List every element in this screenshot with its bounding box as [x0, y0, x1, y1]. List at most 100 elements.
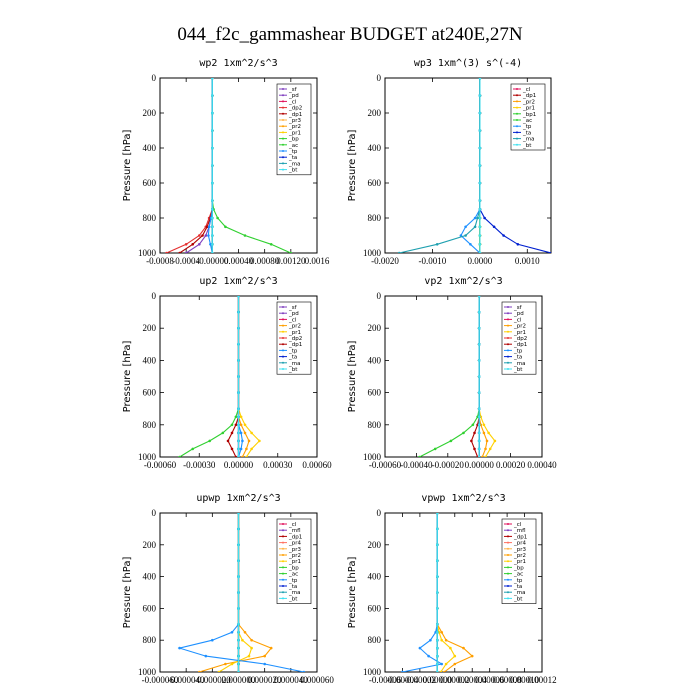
- legend-marker: [282, 368, 284, 370]
- data-point: [429, 638, 432, 642]
- legend-entry: _bp1: [522, 112, 536, 118]
- data-point: [478, 234, 482, 237]
- legend-marker: [282, 119, 284, 121]
- data-point: [239, 423, 243, 427]
- chart-panel-6: vpwp 1xm^2/s^3 Pressure [hPa] 0 200 400 600 80…: [347, 493, 557, 685]
- series-line-pr1: [478, 296, 496, 457]
- legend-marker: [507, 554, 509, 556]
- x-tick-label: 0.00002: [440, 675, 469, 685]
- data-point: [184, 251, 188, 253]
- series-group: [397, 78, 551, 253]
- series-group: [177, 513, 306, 672]
- x-tick-label: -0.0008: [146, 256, 174, 266]
- y-tick-label: 200: [368, 540, 382, 550]
- legend-entry: _tp: [288, 149, 298, 155]
- legend-entry: _dp2: [513, 336, 527, 342]
- series-line-pr1: [436, 513, 456, 672]
- legend-entry: _cl: [513, 522, 522, 528]
- data-point: [237, 559, 240, 562]
- legend-marker: [282, 162, 284, 165]
- legend-marker: [507, 547, 509, 550]
- x-tick-label: 0.00010: [510, 675, 540, 685]
- data-point: [477, 423, 481, 427]
- data-point: [230, 423, 234, 427]
- legend-entry: _pr1: [522, 106, 535, 112]
- data-point: [178, 455, 181, 457]
- y-tick-label: 800: [143, 420, 157, 430]
- data-point: [211, 251, 214, 253]
- data-point: [418, 455, 421, 457]
- data-point: [263, 662, 267, 666]
- data-point: [237, 359, 240, 362]
- data-point: [211, 234, 214, 237]
- data-point: [473, 225, 477, 229]
- data-point: [444, 662, 448, 666]
- data-point: [263, 654, 267, 658]
- y-tick-label: 0: [377, 73, 382, 83]
- y-tick-label: 800: [368, 420, 382, 430]
- legend-marker: [507, 312, 509, 315]
- x-tick-label: 0.0000: [467, 256, 492, 266]
- legend-entry: _tp: [513, 578, 523, 584]
- data-point: [478, 164, 482, 167]
- legend-entry: _bt: [513, 367, 523, 373]
- legend-marker: [282, 125, 284, 128]
- legend-box: [276, 83, 312, 176]
- x-tick-label: 0.00020: [496, 460, 526, 470]
- legend-entry: _sf: [513, 305, 523, 311]
- legend-marker: [516, 125, 518, 128]
- legend-marker: [282, 150, 284, 152]
- series-group: [401, 513, 474, 672]
- data-point: [477, 296, 481, 298]
- plot-frame: [384, 77, 552, 254]
- legend-entry: _ma: [288, 590, 300, 596]
- legend-entry: _pd: [288, 311, 299, 317]
- data-point: [484, 455, 487, 457]
- legend-entry: _ta: [288, 584, 297, 590]
- data-point: [165, 251, 168, 253]
- data-point: [211, 78, 214, 80]
- legend-entry: _mfl: [288, 528, 301, 534]
- x-tick-label: 0.0010: [515, 256, 540, 266]
- data-point: [237, 575, 240, 578]
- legend-marker: [282, 330, 284, 333]
- data-point: [237, 423, 240, 427]
- data-point: [453, 662, 457, 666]
- data-point: [464, 234, 467, 237]
- data-point: [493, 439, 497, 443]
- legend-marker: [516, 106, 518, 109]
- data-point: [224, 662, 227, 666]
- x-tick-label: 0.00012: [527, 675, 556, 685]
- data-point: [478, 78, 482, 80]
- series-line-bp: [419, 296, 480, 457]
- legend-marker: [507, 572, 509, 575]
- data-point: [478, 243, 482, 246]
- data-point: [436, 527, 439, 531]
- x-tick-label: 0.00040: [527, 460, 557, 470]
- data-point: [237, 431, 240, 435]
- data-point: [211, 225, 214, 229]
- series-line-ma: [399, 78, 481, 253]
- chart-panel-2: wp3 1xm^(3) s^(-4) Pressure [hPa] 0 200 400 6…: [347, 58, 552, 266]
- data-point: [216, 216, 219, 220]
- data-point: [436, 543, 439, 547]
- x-tick-label: 0.00030: [263, 460, 293, 470]
- legend-marker: [507, 318, 509, 321]
- data-point: [243, 431, 247, 435]
- data-point: [477, 455, 481, 457]
- y-tick-label: 1000: [363, 452, 382, 462]
- data-point: [477, 415, 481, 419]
- legend-marker: [282, 318, 284, 321]
- y-tick-label: 1000: [363, 667, 382, 677]
- data-point: [477, 407, 481, 411]
- y-tick-label: 200: [143, 108, 157, 118]
- legend-marker: [282, 106, 284, 109]
- series-group: [178, 296, 261, 457]
- legend-marker: [282, 355, 284, 358]
- y-tick-label: 400: [143, 572, 157, 582]
- x-tick-label: 0.0016: [305, 256, 330, 266]
- legend-entry: _pr2: [288, 553, 301, 559]
- data-point: [477, 359, 481, 362]
- legend-marker: [282, 597, 284, 600]
